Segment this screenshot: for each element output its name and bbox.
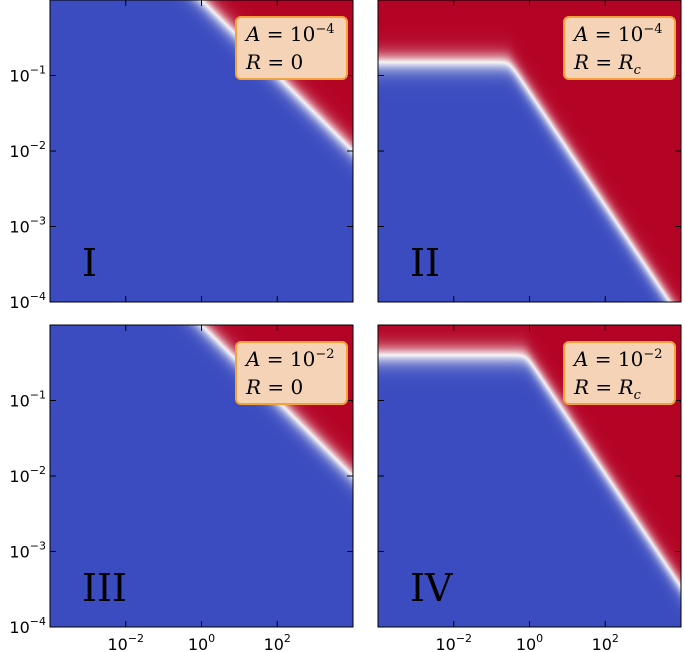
annotation-box bbox=[563, 16, 676, 80]
x-tick-label: 100 bbox=[516, 632, 543, 652]
annotation-A: A = 10−2 bbox=[572, 347, 663, 371]
panel-IV: 10−2 100 102 IV A = 10−2 R = Rc bbox=[377, 324, 682, 652]
annotation-R: R = 0 bbox=[245, 375, 303, 399]
panel-II: II A = 10−4 R = Rc bbox=[377, 0, 682, 303]
y-tick-label: 10−3 bbox=[9, 215, 46, 237]
y-tick-label: 10−2 bbox=[9, 464, 46, 486]
panel-label: II bbox=[410, 241, 440, 285]
annotation-A: A = 10−2 bbox=[244, 347, 335, 371]
annotation-R: R = Rc bbox=[573, 375, 642, 403]
annotation-box bbox=[235, 16, 348, 80]
panels: 10−4 10−3 10−2 10−1 I A = 10−4 R = 0 II A = 10−4… bbox=[9, 0, 682, 652]
x-tick-label: 10−2 bbox=[107, 632, 144, 652]
panel-label: I bbox=[82, 241, 97, 285]
panel-label: IV bbox=[410, 566, 453, 610]
panel-III: 10−2 100 102 10−4 10−3 10−2 10−1 III A = 10−2 R =… bbox=[9, 324, 354, 652]
annotation-box bbox=[563, 341, 676, 405]
y-tick-label: 10−1 bbox=[9, 389, 46, 411]
y-tick-label: 10−4 bbox=[9, 615, 46, 637]
x-tick-label: 102 bbox=[592, 632, 619, 652]
y-tick-label: 10−1 bbox=[9, 64, 46, 86]
x-tick-label: 100 bbox=[188, 632, 215, 652]
annotation-R: R = Rc bbox=[573, 50, 642, 78]
x-tick-label: 102 bbox=[264, 632, 291, 652]
annotation-R: R = 0 bbox=[245, 50, 303, 74]
y-tick-label: 10−2 bbox=[9, 139, 46, 161]
y-tick-label: 10−4 bbox=[9, 290, 46, 312]
panel-I: 10−4 10−3 10−2 10−1 I A = 10−4 R = 0 bbox=[9, 0, 354, 312]
annotation-box bbox=[235, 341, 348, 405]
annotation-A: A = 10−4 bbox=[244, 22, 335, 46]
panel-label: III bbox=[82, 566, 127, 610]
y-tick-label: 10−3 bbox=[9, 540, 46, 562]
x-tick-label: 10−2 bbox=[435, 632, 472, 652]
annotation-A: A = 10−4 bbox=[572, 22, 663, 46]
